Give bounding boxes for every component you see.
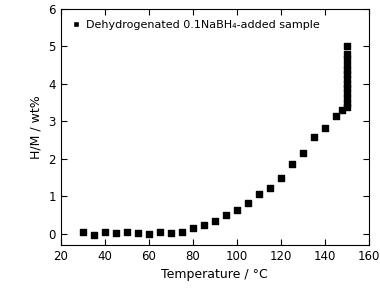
Point [245,201,251,205]
Point [168,230,174,235]
Point [201,223,207,228]
Point [267,186,273,190]
Point [344,44,350,49]
X-axis label: Temperature / °C: Temperature / °C [162,268,268,281]
Point [256,192,262,197]
Point [135,230,141,235]
Point [344,57,350,62]
Point [299,151,306,155]
Point [289,162,295,167]
Point [102,230,108,234]
Point [80,230,86,234]
Point [344,86,350,91]
Point [344,63,350,67]
Point [223,212,229,217]
Point [344,91,350,96]
Point [344,77,350,82]
Point [113,230,119,235]
Legend: Dehydrogenated 0.1NaBH₄-added sample: Dehydrogenated 0.1NaBH₄-added sample [66,14,326,35]
Point [344,100,350,105]
Point [91,233,97,238]
Point [146,231,152,236]
Point [321,125,328,130]
Point [179,230,185,234]
Point [234,208,240,212]
Point [212,218,218,223]
Point [339,108,345,112]
Point [344,105,350,109]
Point [124,230,130,234]
Point [344,67,350,72]
Point [310,135,317,139]
Y-axis label: H/M / wt%: H/M / wt% [30,95,43,159]
Point [344,72,350,77]
Point [344,51,350,56]
Point [278,176,284,181]
Point [332,113,339,118]
Point [344,96,350,100]
Point [157,230,163,234]
Point [190,226,196,230]
Point [344,81,350,86]
